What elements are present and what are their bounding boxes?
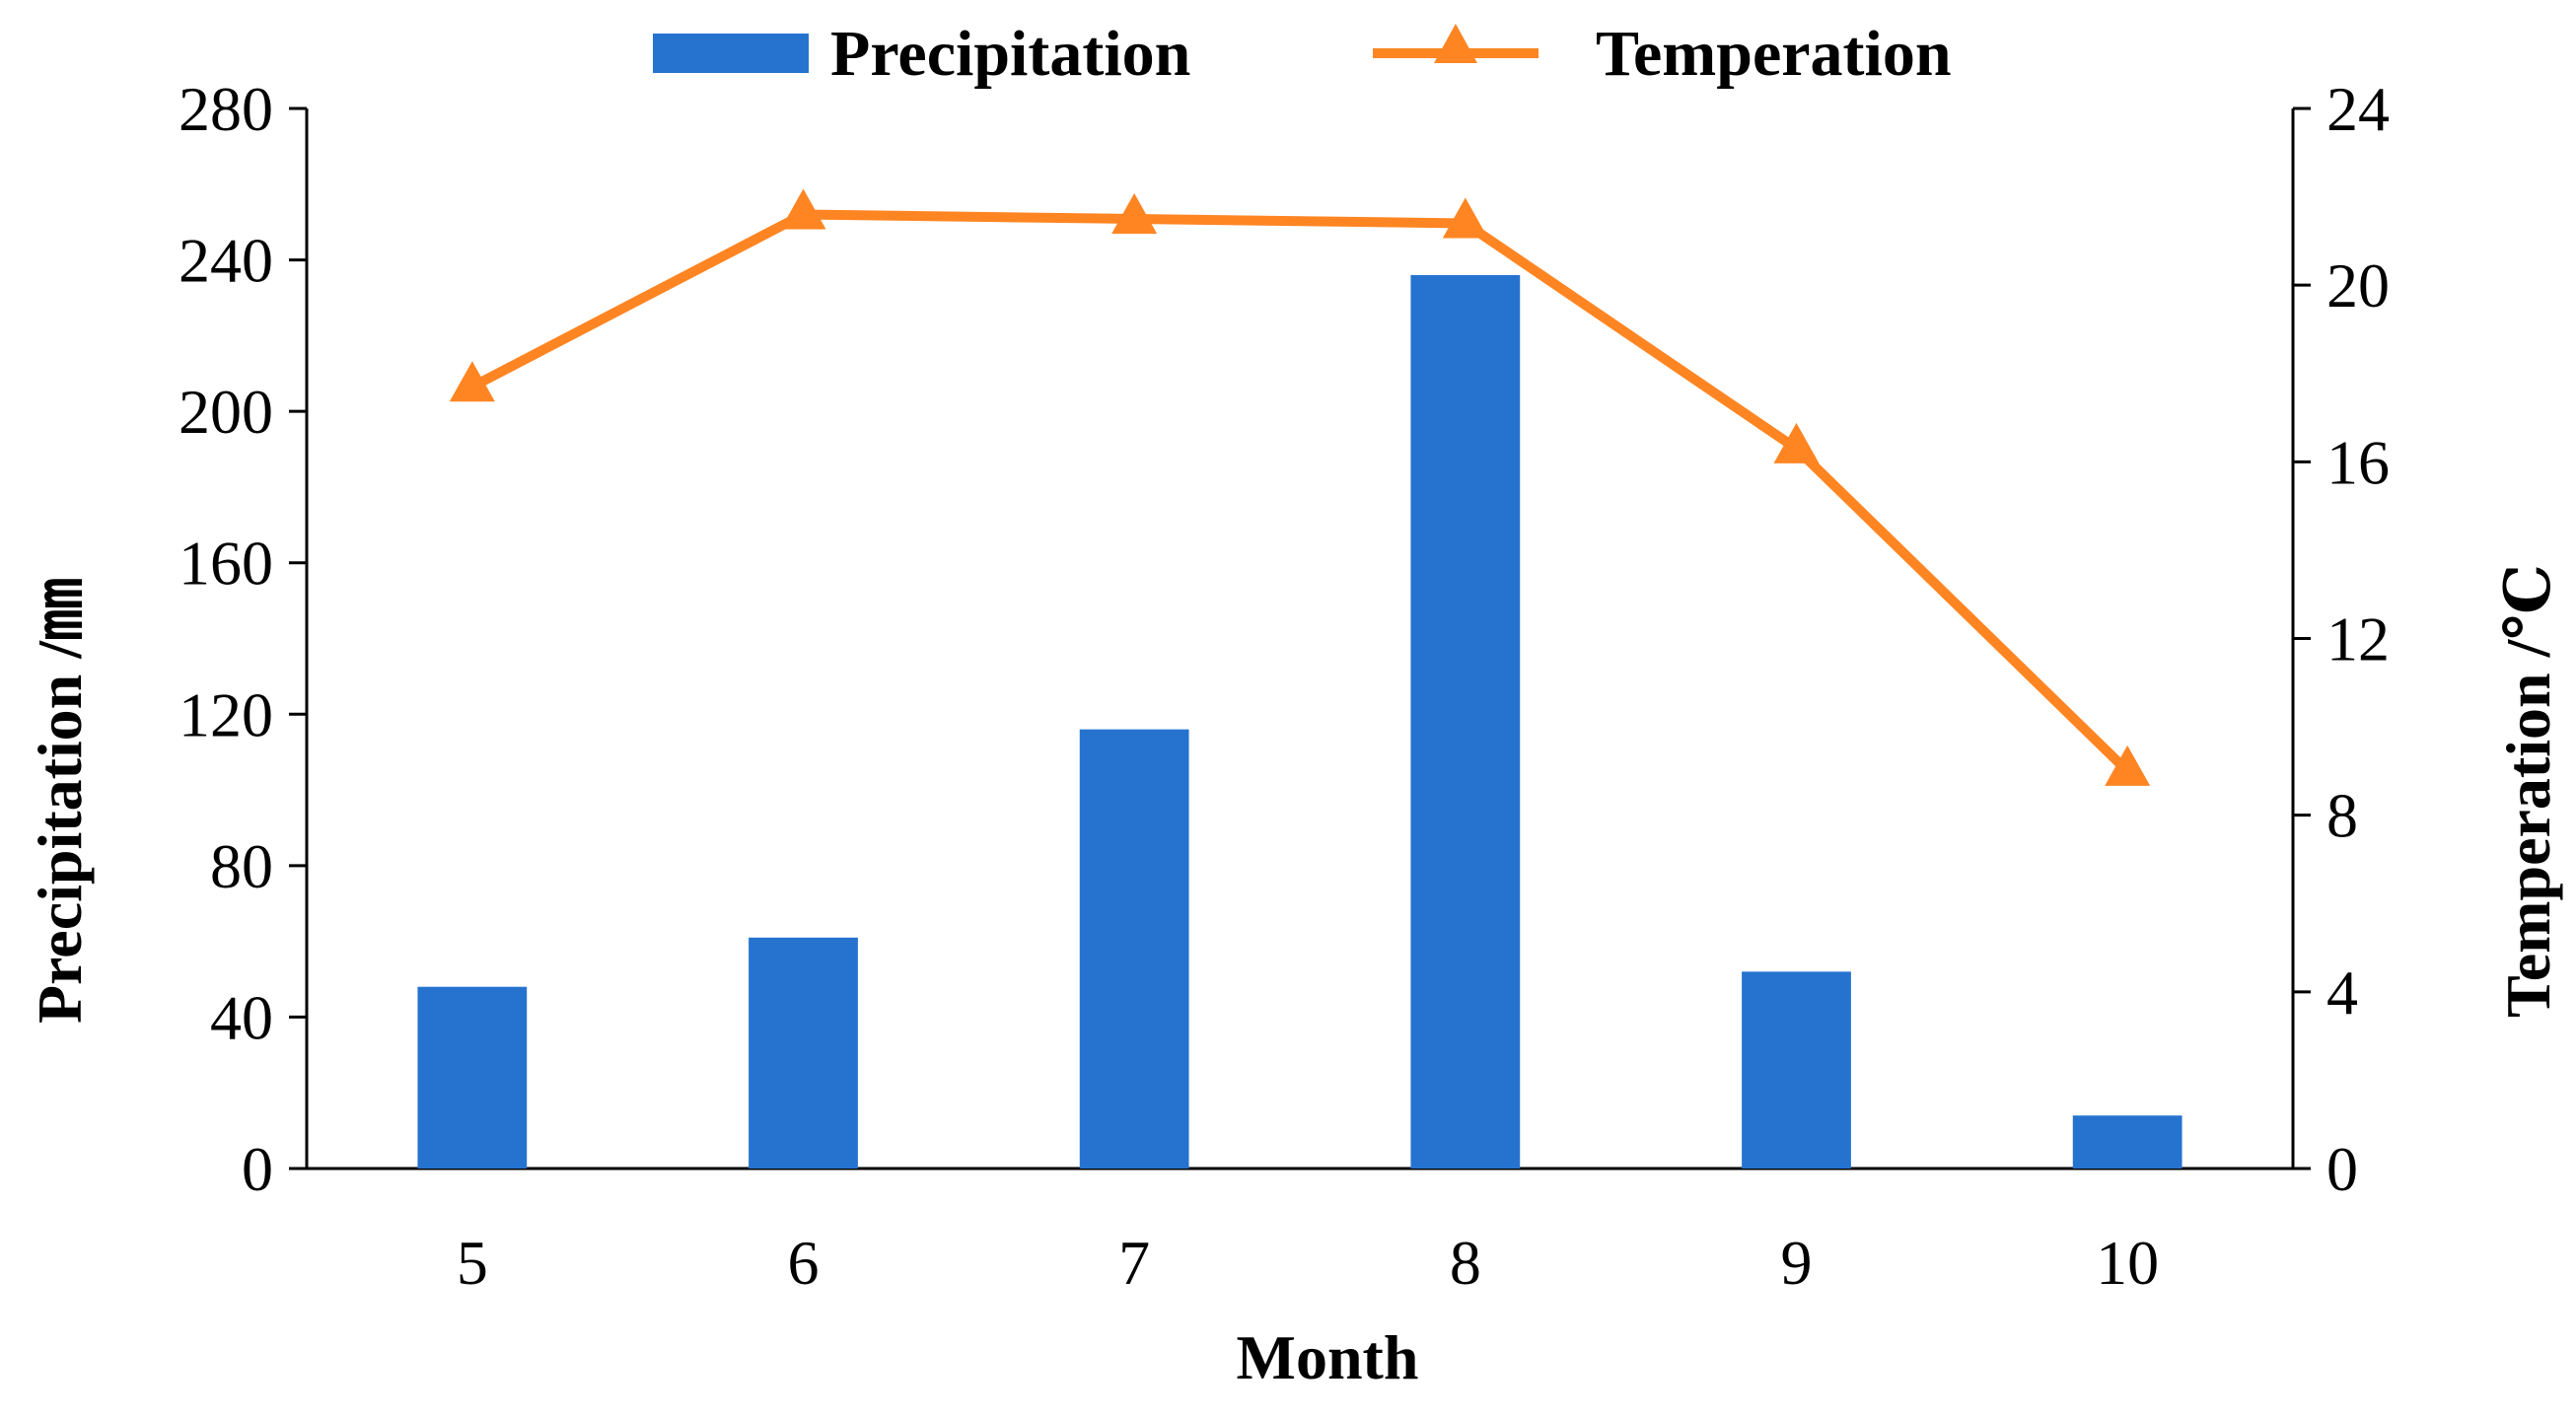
x-tick-label: 7 <box>1118 1228 1150 1298</box>
left-tick-label: 280 <box>179 74 273 144</box>
temperation-line-series <box>469 209 2131 775</box>
left-tick-label: 160 <box>179 529 273 599</box>
left-tick-label: 120 <box>179 679 273 749</box>
temperation-point <box>780 188 826 230</box>
left-tick-label: 240 <box>179 226 273 296</box>
legend-precipitation-label: Precipitation <box>830 18 1190 90</box>
precipitation-bar <box>2072 1115 2182 1169</box>
x-tick-label: 9 <box>1781 1228 1813 1298</box>
temperation-markers <box>449 188 2151 786</box>
precipitation-bar <box>1079 729 1189 1169</box>
legend-precipitation-swatch <box>653 34 809 73</box>
legend-temperation-label: Temperation <box>1596 18 1952 90</box>
temperation-point <box>449 361 495 402</box>
right-tick-label: 16 <box>2326 427 2390 497</box>
precipitation-bar <box>1742 971 1851 1169</box>
temperation-point <box>1442 197 1488 239</box>
right-tick-label: 20 <box>2326 250 2390 320</box>
left-axis-title: Precipitation /㎜ <box>25 578 95 1024</box>
precipitation-bars <box>417 274 2182 1169</box>
legend-temperation-marker <box>1434 24 1477 63</box>
right-tick-label: 24 <box>2326 74 2390 144</box>
right-tick-label: 8 <box>2326 781 2358 851</box>
left-tick-label: 0 <box>242 1134 273 1204</box>
x-tick-label: 6 <box>788 1228 820 1298</box>
temperation-point <box>1111 192 1158 234</box>
right-tick-label: 12 <box>2326 604 2390 674</box>
legend: Precipitation Temperation <box>653 18 1952 90</box>
precipitation-bar <box>1410 274 1521 1169</box>
x-tick-label: 8 <box>1450 1228 1481 1298</box>
right-tick-label: 0 <box>2326 1134 2358 1204</box>
precipitation-bar <box>749 937 858 1169</box>
left-tick-label: 40 <box>210 982 273 1052</box>
left-tick-label: 200 <box>179 377 273 447</box>
temperation-point <box>1773 422 1820 463</box>
temperation-line <box>469 209 2131 775</box>
left-y-ticks: 0 40 80 120 160 200 240 280 <box>179 74 307 1204</box>
x-tick-label: 10 <box>2096 1228 2159 1298</box>
right-y-ticks: 0 4 8 12 16 20 24 <box>2293 74 2390 1204</box>
right-axis-title: Temperation /℃ <box>2493 564 2563 1018</box>
x-axis-title: Month <box>1237 1322 1419 1392</box>
right-tick-label: 4 <box>2326 957 2358 1028</box>
x-ticks: 5 6 7 8 9 10 <box>457 1228 2159 1298</box>
temperation-point <box>2105 744 2151 786</box>
x-tick-label: 5 <box>457 1228 488 1298</box>
precipitation-bar <box>417 986 528 1169</box>
left-tick-label: 80 <box>210 831 273 901</box>
